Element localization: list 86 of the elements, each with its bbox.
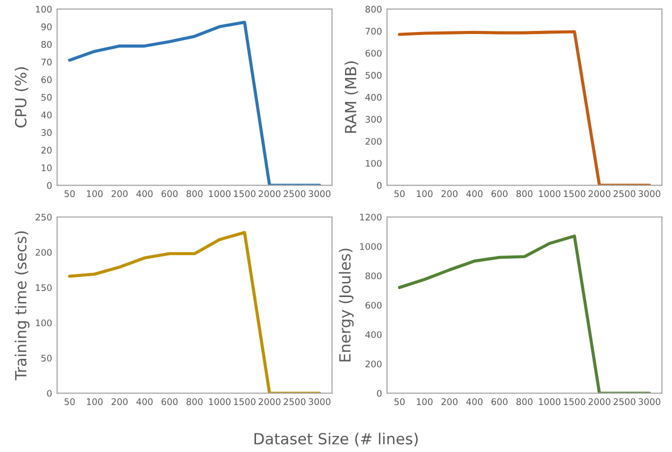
x-tick-label: 400 [466, 190, 482, 198]
x-tick-label: 2500 [284, 398, 306, 406]
x-tick-label: 2500 [284, 190, 306, 198]
y-tick-label: 700 [366, 28, 382, 35]
x-tick-label: 200 [112, 398, 128, 406]
x-tick-label: 1000 [209, 190, 230, 198]
x-tick-label: 1500 [564, 398, 586, 406]
x-tick-label: 1000 [209, 398, 230, 406]
x-tick-label: 50 [64, 190, 75, 198]
x-tick-label: 600 [491, 398, 508, 406]
line-series [398, 234, 651, 394]
line-series [68, 20, 322, 186]
x-tick-label: 50 [64, 398, 75, 406]
x-tick-label: 2500 [614, 190, 636, 198]
y-tick-label: 400 [365, 331, 382, 338]
x-tick-label: 1000 [538, 398, 560, 406]
x-tick-label: 600 [162, 398, 178, 406]
x-tick-label: 2000 [588, 398, 610, 406]
y-tick-label: 200 [36, 248, 52, 256]
x-axis-title: Dataset Size (# lines) [254, 432, 418, 446]
y-tick-label: 150 [36, 284, 52, 292]
y-tick-label: 300 [366, 116, 382, 123]
y-tick-label: 80 [41, 41, 52, 48]
x-tick-label: 50 [394, 398, 405, 406]
y-axis-title: Training time (secs) [14, 231, 30, 380]
y-tick-label: 0 [47, 182, 52, 189]
y-tick-label: 50 [41, 94, 52, 101]
y-tick-label: 0 [377, 182, 382, 189]
x-tick-label: 200 [112, 190, 128, 198]
y-tick-label: 50 [41, 354, 52, 362]
y-tick-label: 0 [47, 390, 52, 397]
y-tick-label: 0 [377, 390, 382, 397]
y-axis-title: Energy (Joules) [338, 248, 354, 362]
y-tick-label: 1000 [360, 243, 382, 250]
x-tick-label: 200 [442, 398, 458, 406]
y-tick-label: 200 [366, 138, 382, 145]
y-axis-title: CPU (%) [14, 67, 28, 128]
x-tick-label: 2500 [614, 398, 636, 406]
x-tick-label: 3000 [308, 190, 330, 198]
x-tick-label: 400 [136, 190, 153, 198]
y-tick-label: 500 [366, 72, 382, 79]
x-tick-label: 600 [491, 190, 508, 198]
y-tick-label: 600 [366, 50, 382, 57]
y-tick-label: 600 [366, 302, 382, 309]
y-tick-label: 10 [42, 164, 52, 172]
x-tick-label: 3000 [638, 398, 660, 406]
x-tick-label: 200 [442, 190, 458, 198]
y-tick-label: 100 [36, 319, 52, 326]
x-tick-label: 100 [416, 190, 433, 198]
y-tick-label: 90 [41, 23, 52, 30]
y-tick-label: 400 [365, 94, 382, 101]
line-series [398, 30, 651, 186]
x-tick-label: 800 [186, 398, 203, 406]
x-tick-label: 2000 [588, 190, 610, 198]
x-tick-label: 400 [136, 398, 153, 406]
y-tick-label: 200 [366, 360, 382, 368]
y-tick-label: 100 [36, 6, 52, 13]
y-tick-label: 100 [366, 160, 382, 167]
x-tick-label: 1000 [538, 190, 560, 198]
x-tick-label: 2000 [258, 190, 280, 198]
x-tick-label: 3000 [638, 190, 660, 198]
y-tick-label: 40 [41, 112, 52, 118]
x-tick-label: 1500 [234, 398, 256, 406]
y-tick-label: 1200 [360, 214, 382, 221]
x-tick-label: 800 [516, 190, 532, 198]
x-tick-label: 1500 [564, 190, 586, 198]
x-tick-label: 50 [394, 190, 405, 198]
y-tick-label: 30 [41, 129, 52, 136]
x-tick-label: 2000 [258, 398, 280, 406]
x-tick-label: 600 [162, 190, 178, 198]
x-tick-label: 800 [186, 190, 203, 198]
x-tick-label: 800 [516, 398, 532, 406]
x-tick-label: 3000 [308, 398, 330, 406]
y-tick-label: 250 [36, 214, 52, 221]
y-tick-label: 800 [366, 272, 382, 280]
y-axis-title: RAM (MB) [344, 61, 358, 133]
y-tick-label: 60 [41, 76, 52, 84]
x-tick-label: 100 [86, 190, 103, 198]
y-tick-label: 20 [41, 146, 52, 154]
x-tick-label: 400 [466, 398, 482, 406]
x-tick-label: 100 [86, 398, 103, 406]
line-series [68, 230, 322, 394]
y-tick-label: 70 [42, 58, 52, 66]
y-tick-label: 800 [366, 6, 382, 13]
x-tick-label: 1500 [234, 190, 256, 198]
x-tick-label: 100 [416, 398, 433, 406]
